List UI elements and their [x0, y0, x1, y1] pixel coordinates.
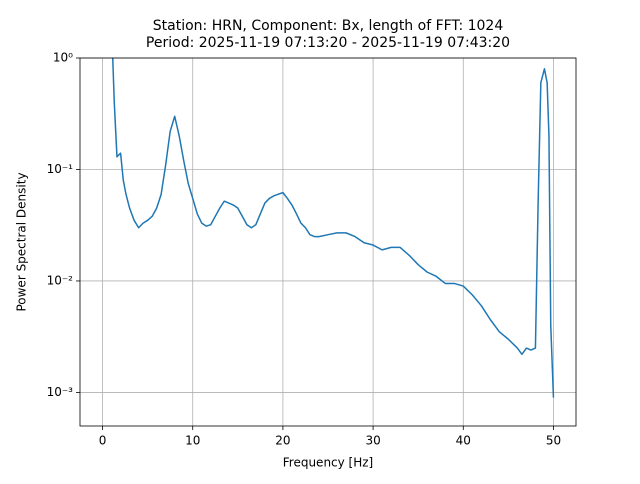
x-tick-label: 40 [456, 434, 471, 448]
x-tick-label: 0 [99, 434, 107, 448]
chart-title: Station: HRN, Component: Bx, length of F… [153, 18, 504, 34]
y-tick-label: 10⁻² [47, 273, 74, 287]
data-line [111, 58, 555, 398]
x-tick-label: 50 [546, 434, 561, 448]
y-tick-label: 10⁻¹ [47, 162, 74, 176]
x-tick-label: 10 [185, 434, 200, 448]
plot-area [111, 58, 555, 398]
axes-frame [79, 57, 577, 427]
chart-subtitle: Period: 2025-11-19 07:13:20 - 2025-11-19… [146, 35, 510, 51]
y-axis-label: Power Spectral Density [15, 172, 29, 311]
x-axis-label: Frequency [Hz] [283, 456, 374, 470]
y-tick-label: 10⁻³ [47, 385, 74, 399]
y-tick-label: 10⁰ [53, 51, 73, 65]
x-tick-label: 20 [275, 434, 290, 448]
x-tick-label: 30 [365, 434, 380, 448]
